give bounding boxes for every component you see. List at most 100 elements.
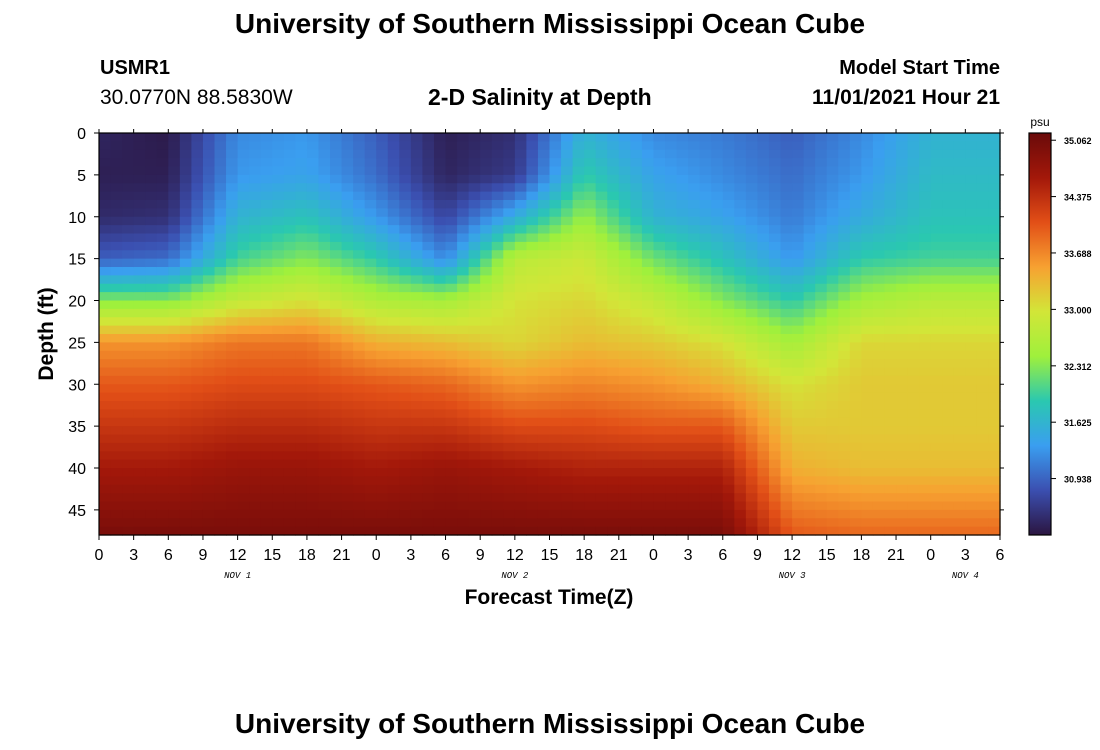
heatmap-cell	[537, 367, 551, 377]
heatmap-cell	[595, 158, 608, 168]
heatmap-cell	[976, 442, 990, 452]
heatmap-cell	[399, 518, 412, 528]
heatmap-cell	[514, 225, 527, 235]
heatmap-cell	[595, 392, 608, 402]
heatmap-cell	[399, 308, 412, 318]
heatmap-cell	[341, 367, 354, 377]
heatmap-cell	[283, 267, 296, 276]
heatmap-cell	[838, 292, 851, 302]
heatmap-cell	[353, 158, 366, 168]
x-tick-label: 0	[372, 547, 381, 564]
heatmap-cell	[930, 292, 943, 302]
heatmap-cell	[722, 401, 735, 410]
heatmap-cell	[826, 384, 839, 394]
heatmap-cell	[179, 133, 193, 142]
heatmap-cell	[330, 241, 343, 251]
heatmap-cell	[549, 241, 562, 251]
heatmap-cell	[110, 133, 123, 142]
heatmap-cell	[422, 216, 435, 226]
heatmap-cell	[768, 258, 782, 268]
heatmap-cell	[122, 451, 135, 461]
heatmap-cell	[214, 401, 227, 410]
heatmap-cell	[537, 509, 551, 519]
heatmap-cell	[468, 166, 481, 176]
heatmap-cell	[815, 325, 828, 335]
heatmap-cell	[202, 401, 216, 410]
heatmap-cell	[133, 375, 146, 385]
heatmap-cell	[433, 241, 447, 251]
heatmap-cell	[295, 401, 308, 410]
heatmap-cell	[537, 292, 551, 302]
heatmap-cell	[930, 258, 943, 268]
heatmap-cell	[306, 409, 320, 419]
heatmap-cell	[768, 384, 782, 394]
heatmap-cell	[445, 367, 458, 377]
heatmap-cell	[214, 200, 227, 209]
heatmap-cell	[168, 225, 181, 235]
heatmap-cell	[618, 283, 631, 293]
heatmap-cell	[226, 526, 239, 536]
heatmap-cell	[468, 367, 481, 377]
heatmap-cell	[745, 174, 759, 184]
heatmap-cell	[826, 308, 839, 318]
heatmap-cell	[618, 208, 631, 218]
heatmap-cell	[676, 275, 689, 285]
heatmap-cell	[688, 216, 701, 226]
heatmap-cell	[214, 225, 227, 235]
heatmap-cell	[722, 459, 735, 469]
heatmap-cell	[526, 174, 539, 184]
heatmap-cell	[745, 392, 759, 402]
heatmap-cell	[630, 334, 643, 343]
heatmap-cell	[249, 459, 262, 469]
heatmap-cell	[99, 149, 112, 159]
heatmap-cell	[480, 501, 493, 511]
heatmap-cell	[919, 233, 932, 243]
heatmap-cell	[618, 158, 631, 168]
heatmap-cell	[942, 250, 955, 260]
heatmap-cell	[803, 149, 816, 159]
heatmap-cell	[133, 509, 146, 519]
heatmap-cell	[630, 518, 643, 528]
heatmap-cell	[168, 342, 181, 352]
heatmap-cell	[838, 275, 851, 285]
heatmap-cell	[641, 442, 655, 452]
heatmap-cell	[803, 476, 816, 486]
heatmap-cell	[561, 317, 574, 327]
heatmap-cell	[930, 133, 943, 142]
heatmap-cell	[549, 401, 562, 410]
heatmap-cell	[526, 250, 539, 260]
heatmap-cell	[722, 434, 735, 444]
heatmap-cell	[399, 459, 412, 469]
heatmap-cell	[237, 317, 250, 327]
heatmap-cell	[283, 308, 296, 318]
heatmap-cell	[514, 250, 527, 260]
heatmap-cell	[641, 200, 655, 209]
heatmap-cell	[145, 325, 158, 335]
heatmap-cell	[780, 317, 793, 327]
heatmap-cell	[561, 183, 574, 193]
heatmap-cell	[745, 350, 759, 360]
heatmap-cell	[353, 409, 366, 419]
heatmap-cell	[907, 275, 920, 285]
heatmap-cell	[503, 258, 516, 268]
heatmap-cell	[457, 225, 470, 235]
heatmap-cell	[445, 200, 458, 209]
heatmap-cell	[491, 141, 504, 151]
heatmap-cell	[376, 442, 389, 452]
heatmap-cell	[919, 174, 932, 184]
heatmap-cell	[191, 468, 204, 477]
heatmap-cell	[595, 484, 608, 494]
heatmap-cell	[341, 484, 354, 494]
heatmap-cell	[99, 283, 112, 293]
heatmap-cell	[191, 501, 204, 511]
heatmap-cell	[965, 426, 978, 436]
heatmap-cell	[330, 267, 343, 276]
heatmap-cell	[930, 509, 943, 519]
heatmap-cell	[803, 334, 816, 343]
heatmap-cell	[202, 359, 216, 369]
heatmap-cell	[514, 526, 527, 536]
heatmap-cell	[526, 509, 539, 519]
heatmap-cell	[595, 133, 608, 142]
heatmap-cell	[688, 484, 701, 494]
heatmap-cell	[572, 250, 585, 260]
